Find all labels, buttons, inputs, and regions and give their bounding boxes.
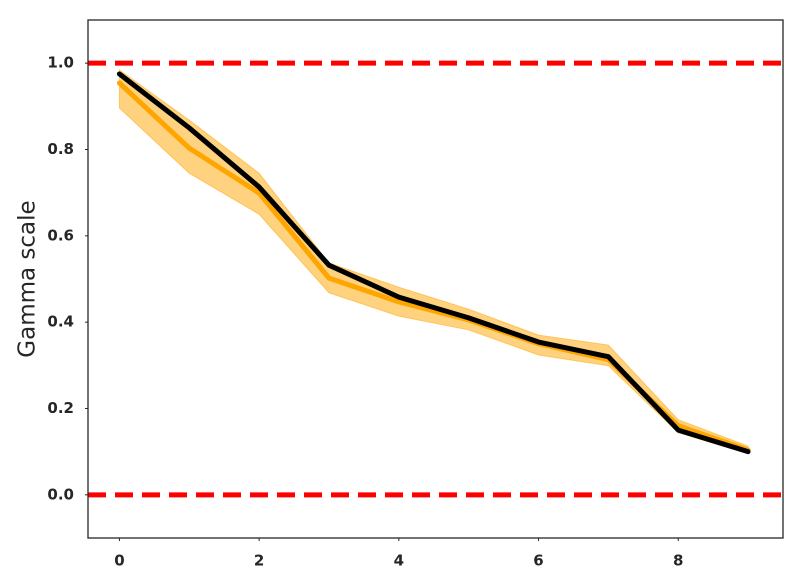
- y-tick-label: 0.6: [47, 226, 74, 244]
- y-tick-label: 0.8: [47, 140, 74, 158]
- x-tick-label: 0: [114, 552, 124, 570]
- y-tick-label: 0.0: [47, 485, 74, 503]
- x-tick-label: 4: [394, 552, 404, 570]
- y-tick-label: 1.0: [47, 54, 74, 72]
- x-tick-label: 8: [673, 552, 683, 570]
- y-tick-label: 0.4: [47, 313, 74, 331]
- plot-frame: [87, 19, 784, 539]
- line: [116, 71, 751, 455]
- y-axis-label: Gamma scale: [15, 200, 41, 357]
- x-tick-label: 2: [254, 552, 264, 570]
- y-tick-label: 0.2: [47, 399, 74, 417]
- confidence-band: [118, 69, 749, 455]
- x-tick-label: 6: [533, 552, 543, 570]
